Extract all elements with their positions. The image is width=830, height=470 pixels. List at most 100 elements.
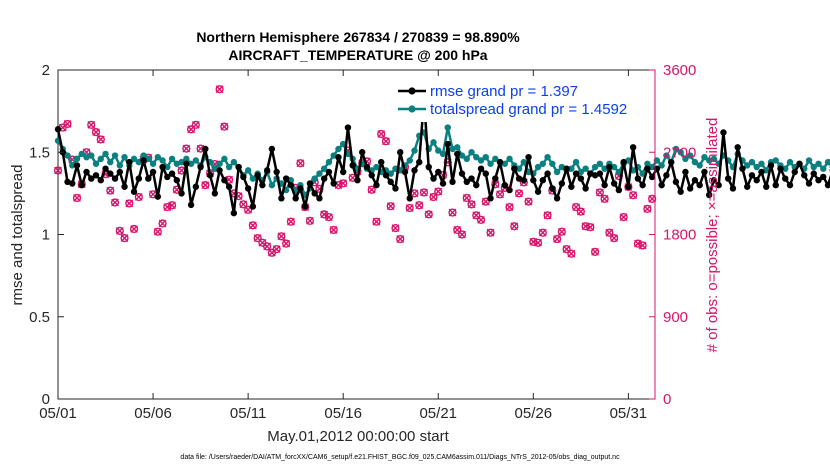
totalspread-series-point	[596, 160, 604, 167]
x-tick-label: 05/11	[230, 405, 266, 422]
obs-assimilated-point	[54, 166, 62, 175]
rmse-series-point	[777, 165, 784, 172]
rmse-series-point	[701, 168, 708, 176]
totalspread-series-point	[663, 152, 670, 159]
y-tick-label-right: 2700	[663, 144, 696, 161]
rmse-series-point	[815, 177, 822, 184]
rmse-series-point	[359, 149, 366, 156]
rmse-series-point	[705, 191, 713, 199]
totalspread-series-point	[758, 160, 765, 167]
y-tick-label-right: 900	[663, 309, 688, 326]
obs-assimilated-point	[458, 230, 466, 239]
totalspread-series-point	[473, 153, 480, 161]
rmse-series-point	[339, 168, 347, 176]
totalspread-series-point	[69, 162, 76, 169]
rmse-series-point	[763, 183, 770, 190]
totalspread-series-point	[644, 160, 651, 167]
rmse-series-point	[525, 153, 532, 161]
totalspread-series-point	[815, 160, 822, 167]
rmse-series-point	[648, 173, 656, 181]
totalspread-series-point	[782, 165, 789, 172]
rmse-series-point	[225, 183, 233, 190]
obs-possible-point	[87, 120, 96, 129]
obs-possible-point	[296, 159, 305, 168]
rmse-series-point	[282, 175, 290, 182]
rmse-series-point	[145, 175, 152, 182]
rmse-series-point	[758, 168, 765, 176]
totalspread-series-point	[753, 163, 760, 171]
rmse-series-point	[363, 163, 371, 171]
rmse-series-point	[620, 158, 627, 166]
totalspread-series-point	[406, 157, 413, 164]
data-file-footnote: data file: /Users/raeder/DAI/ATM_forcXX/…	[180, 454, 620, 461]
obs-assimilated-point	[420, 188, 428, 197]
totalspread-series-point	[335, 145, 342, 153]
rmse-series-point	[406, 195, 413, 202]
obs-assimilated-point	[496, 190, 504, 199]
rmse-series-point	[473, 181, 480, 189]
x-axis-label: May.01,2012 00:00:00 start	[267, 428, 449, 445]
rmse-series-point	[392, 185, 399, 192]
obs-possible-point	[495, 190, 505, 199]
y-axis-left-label: rmse and totalspread	[9, 165, 26, 306]
rmse-series-point	[235, 163, 242, 171]
obs-possible-point	[329, 225, 338, 235]
rmse-series-point	[69, 180, 76, 187]
totalspread-series-point	[102, 150, 109, 158]
x-tick-label: 05/16	[324, 405, 362, 422]
obs-assimilated-point	[296, 159, 305, 168]
rmse-series-point	[149, 168, 157, 176]
obs-possible-point	[415, 201, 424, 210]
rmse-series-point	[710, 177, 718, 184]
rmse-series-point	[820, 173, 827, 181]
rmse-series-point	[211, 190, 219, 197]
totalspread-series-point	[572, 158, 580, 166]
obs-possible-point	[282, 239, 291, 248]
obs-possible-point	[543, 211, 552, 220]
rmse-series-point	[477, 165, 485, 172]
totalspread-series-point	[154, 153, 162, 161]
totalspread-series-point	[805, 157, 813, 164]
rmse-series-point	[78, 181, 85, 189]
totalspread-series-point	[439, 150, 447, 158]
obs-possible-point	[533, 238, 543, 247]
obs-assimilated-point	[201, 181, 210, 190]
obs-possible-point	[448, 208, 457, 217]
obs-possible-point	[638, 241, 647, 250]
rmse-series-point	[572, 170, 580, 177]
obs-assimilated-point	[643, 205, 652, 213]
obs-possible-point	[472, 211, 481, 220]
totalspread-series-point	[549, 160, 556, 167]
obs-possible-point	[434, 187, 443, 196]
totalspread-series-point	[772, 157, 779, 164]
obs-possible-point	[391, 224, 400, 233]
totalspread-series-point	[73, 155, 81, 163]
totalspread-series-point	[477, 157, 485, 164]
rmse-series-point	[724, 175, 732, 182]
totalspread-series-point	[487, 160, 494, 167]
obs-possible-point	[106, 186, 115, 195]
totalspread-series-point	[677, 149, 684, 156]
rmse-series-point	[244, 185, 252, 192]
obs-assimilated-point	[396, 235, 405, 243]
obs-possible-point	[53, 166, 63, 175]
rmse-series-point	[249, 203, 257, 210]
rmse-series-point	[292, 195, 299, 202]
totalspread-series-point	[610, 163, 618, 171]
totalspread-series-point	[230, 158, 238, 166]
obs-possible-point	[201, 181, 210, 190]
totalspread-series-point	[682, 155, 689, 163]
rmse-series-point	[672, 178, 680, 186]
obs-possible-point	[120, 234, 129, 243]
obs-assimilated-point	[510, 222, 519, 231]
rmse-series-point	[720, 129, 727, 136]
obs-assimilated-point	[372, 217, 381, 226]
rmse-series-point	[401, 168, 409, 176]
obs-possible-point	[505, 202, 514, 212]
rmse-series-point	[178, 190, 185, 197]
obs-possible-point	[610, 234, 619, 243]
rmse-series-point	[330, 180, 337, 187]
obs-assimilated-point	[595, 188, 604, 197]
obs-assimilated-point	[648, 194, 657, 203]
obs-assimilated-point	[106, 186, 115, 195]
